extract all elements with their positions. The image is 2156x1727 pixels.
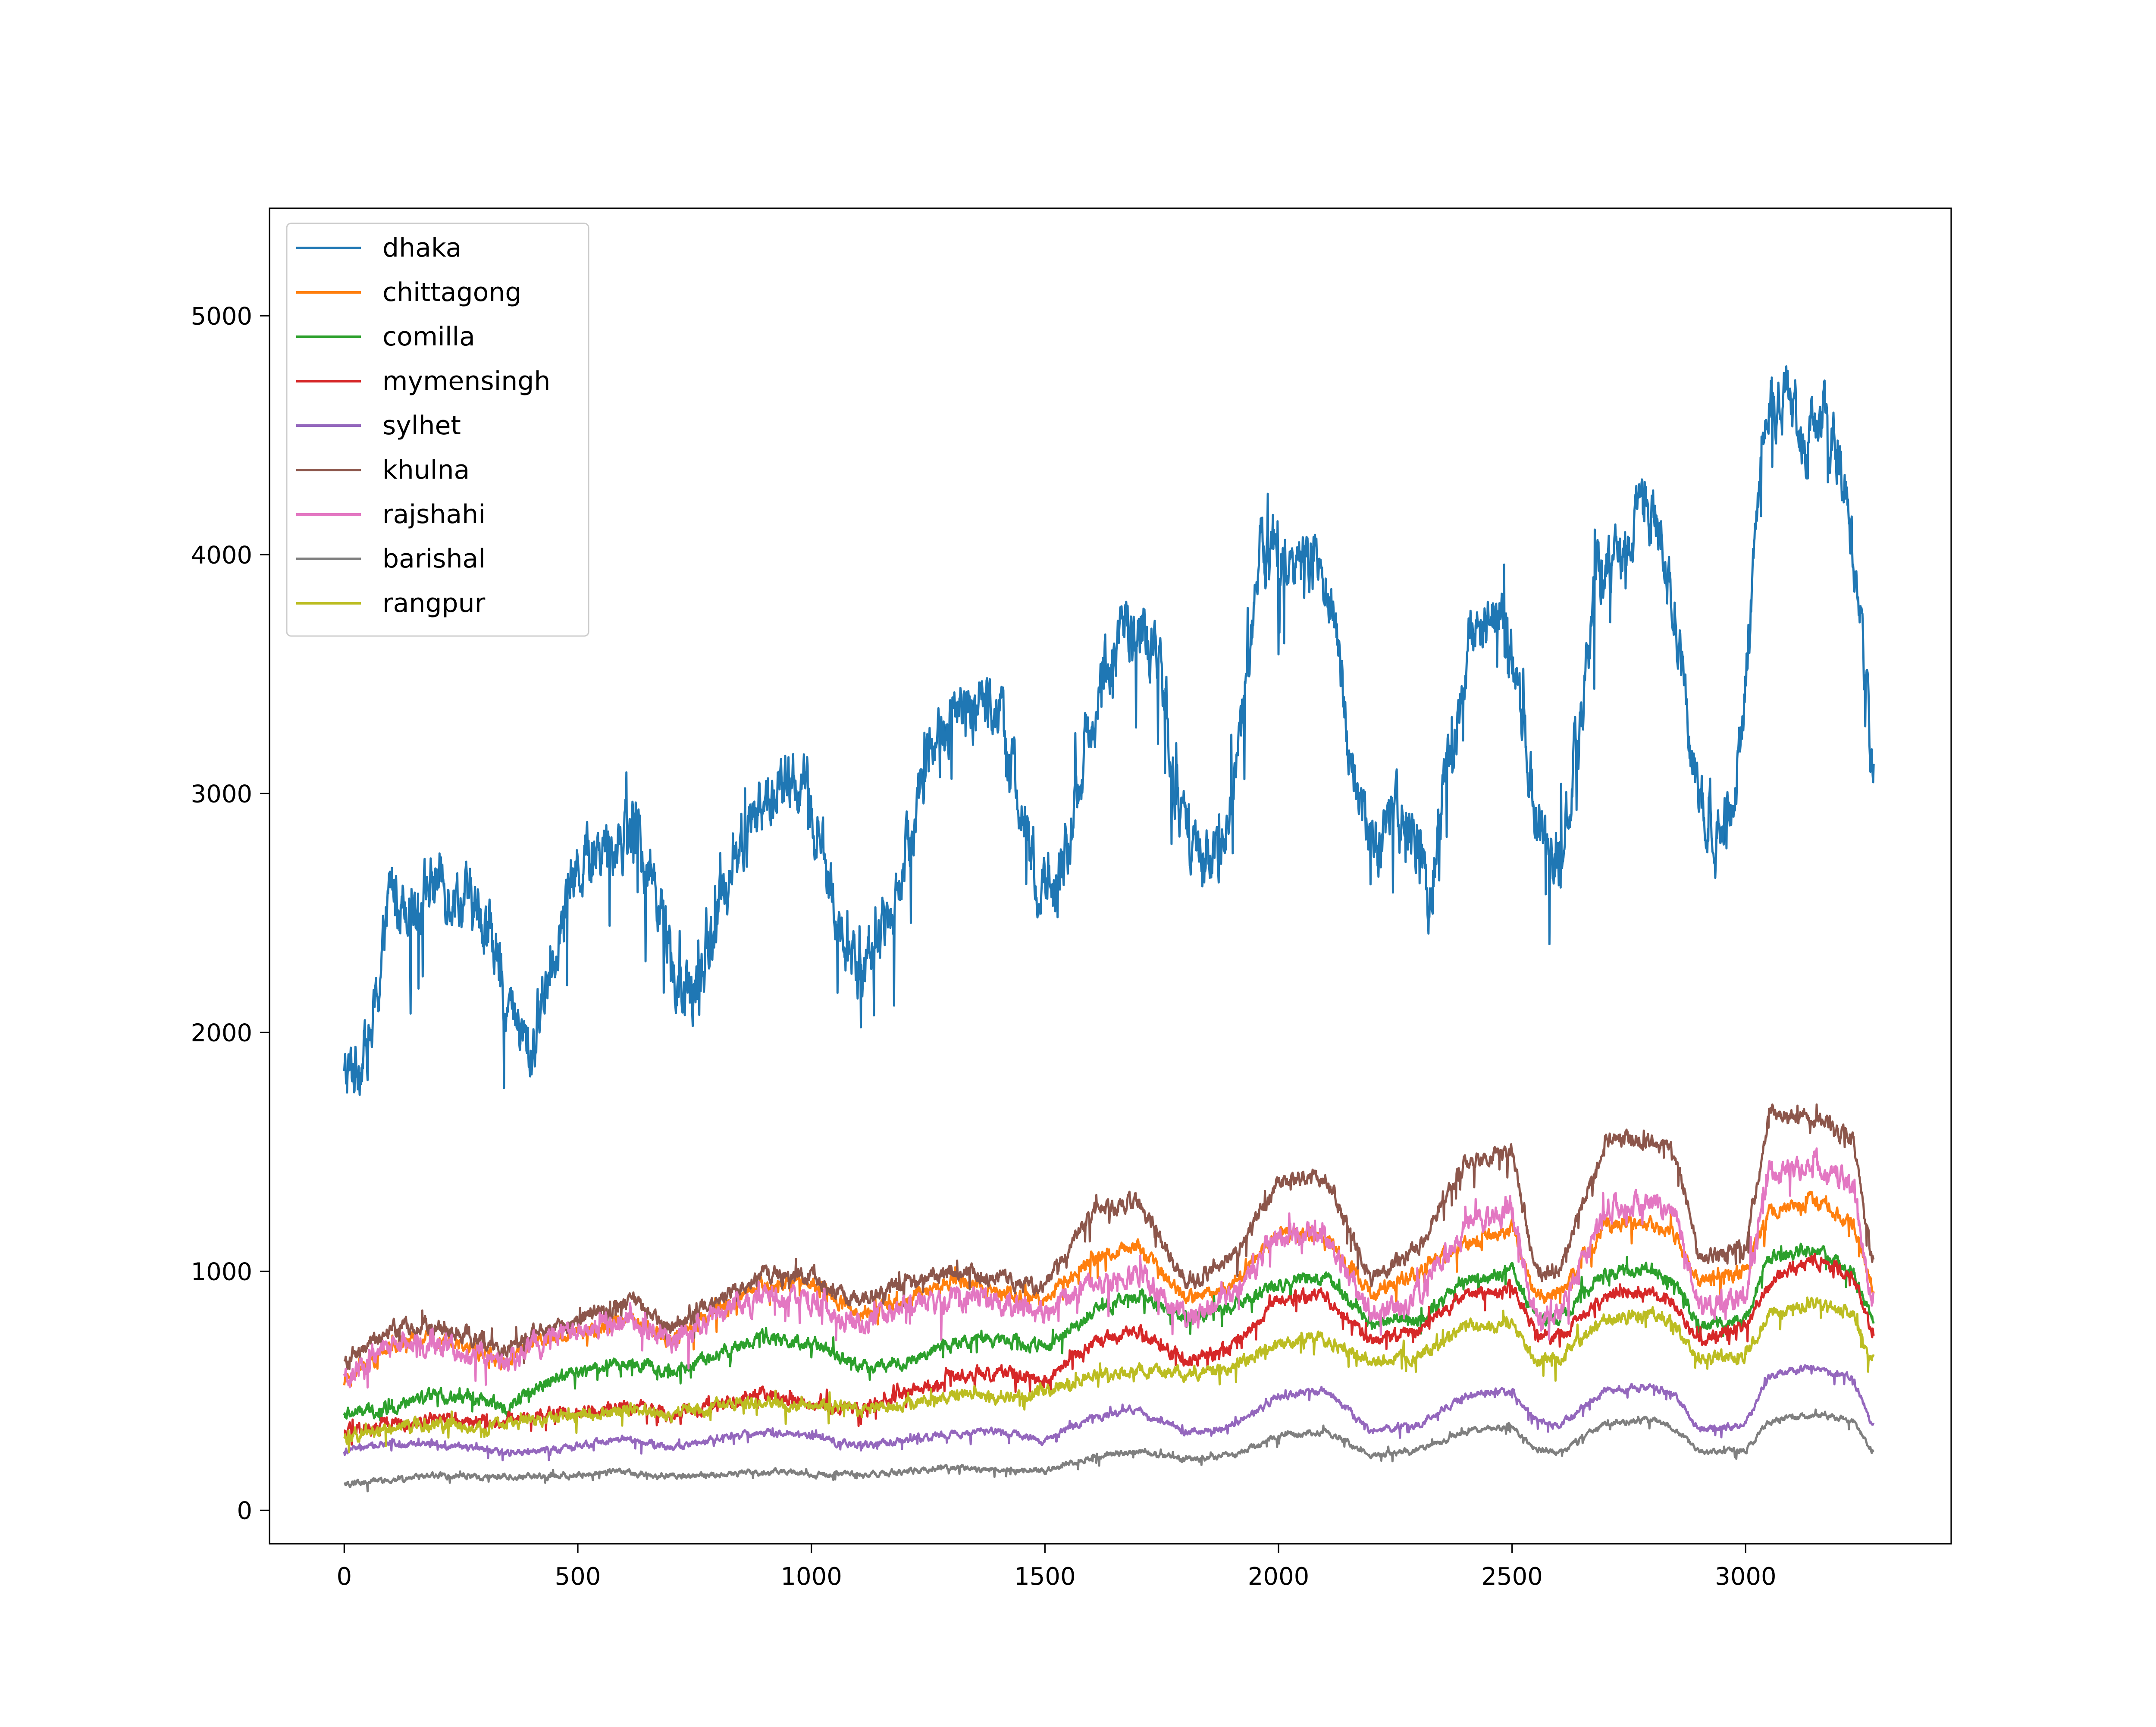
- legend-label-chittagong: chittagong: [382, 277, 521, 307]
- series-line-dhaka: [343, 365, 1875, 1096]
- y-axis: 0 1000 2000 3000 4000 5000: [191, 302, 270, 1525]
- legend: dhaka chittagong comilla mymensingh sylhet kh…: [286, 223, 589, 637]
- y-tick-label: 1000: [191, 1258, 252, 1286]
- series-line-barishal: [343, 1408, 1875, 1492]
- legend-label-mymensingh: mymensingh: [382, 366, 550, 396]
- legend-label-comilla: comilla: [382, 322, 475, 352]
- series-lines: [343, 365, 1875, 1492]
- y-tick-label: 5000: [191, 302, 252, 330]
- legend-label-rangpur: rangpur: [382, 588, 486, 618]
- legend-label-rajshahi: rajshahi: [382, 499, 486, 530]
- legend-label-barishal: barishal: [382, 544, 486, 574]
- x-tick-label: 500: [555, 1563, 601, 1591]
- series-line-mymensingh: [343, 1253, 1875, 1446]
- x-tick-label: 2500: [1481, 1563, 1543, 1591]
- plot-frame: [269, 207, 1952, 1545]
- legend-label-khulna: khulna: [382, 455, 470, 485]
- x-tick-label: 0: [337, 1563, 352, 1591]
- series-line-rajshahi: [343, 1147, 1875, 1389]
- series-line-khulna: [343, 1103, 1875, 1370]
- y-tick-label: 0: [237, 1497, 252, 1525]
- legend-box: [286, 223, 589, 637]
- legend-label-dhaka: dhaka: [382, 233, 461, 263]
- x-tick-label: 1000: [780, 1563, 842, 1591]
- x-tick-label: 2000: [1248, 1563, 1310, 1591]
- series-line-rangpur: [343, 1296, 1875, 1453]
- x-tick-label: 3000: [1715, 1563, 1777, 1591]
- y-tick-label: 4000: [191, 541, 252, 569]
- y-tick-label: 2000: [191, 1019, 252, 1047]
- series-line-sylhet: [343, 1364, 1875, 1461]
- x-axis: 0 500 1000 1500 2000 2500 3000: [337, 1544, 1777, 1591]
- x-tick-label: 1500: [1014, 1563, 1076, 1591]
- legend-label-sylhet: sylhet: [382, 411, 461, 441]
- y-tick-label: 3000: [191, 780, 252, 808]
